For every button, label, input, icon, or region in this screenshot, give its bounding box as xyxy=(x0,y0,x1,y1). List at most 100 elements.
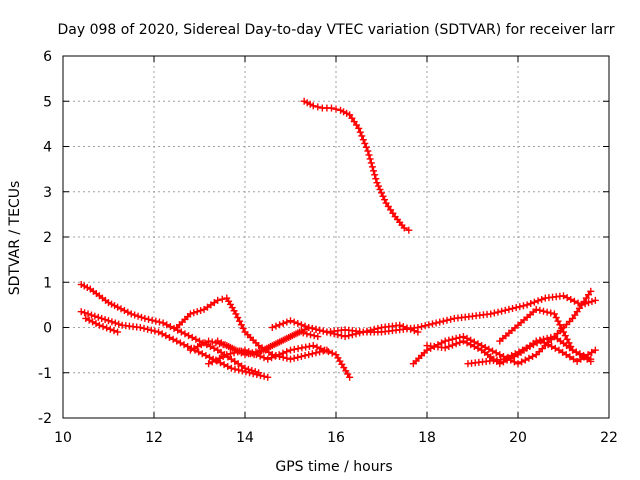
data-point-marker xyxy=(355,124,363,132)
data-point-marker xyxy=(276,321,284,329)
data-point-marker xyxy=(447,315,455,323)
data-point-marker xyxy=(539,335,547,343)
data-point-marker xyxy=(201,339,209,347)
data-point-marker xyxy=(226,350,234,358)
data-point-marker xyxy=(337,332,345,340)
data-point-marker xyxy=(499,358,507,366)
data-point-marker xyxy=(530,298,538,306)
data-point-marker xyxy=(555,346,563,354)
data-point-marker xyxy=(235,366,243,374)
data-point-marker xyxy=(314,103,322,111)
data-point-marker xyxy=(573,357,581,365)
data-point-marker xyxy=(137,313,145,321)
data-point-marker xyxy=(268,324,276,331)
data-point-marker xyxy=(192,335,200,343)
data-point-marker xyxy=(84,310,92,318)
data-point-marker xyxy=(346,373,354,381)
data-point-marker xyxy=(114,328,122,336)
data-point-marker xyxy=(490,309,498,317)
series-arc-1 xyxy=(300,97,413,234)
data-point-marker xyxy=(341,333,349,341)
data-point-marker xyxy=(202,352,210,360)
data-point-marker xyxy=(560,292,567,300)
data-point-marker xyxy=(572,348,580,356)
data-point-marker xyxy=(587,287,595,295)
data-layer xyxy=(77,97,599,381)
data-point-marker xyxy=(363,327,371,335)
data-point-marker xyxy=(98,314,106,322)
data-point-marker xyxy=(194,343,202,351)
data-point-marker xyxy=(323,328,331,336)
data-point-marker xyxy=(374,324,382,332)
data-point-marker xyxy=(418,323,426,331)
data-point-marker xyxy=(452,340,460,348)
data-point-marker xyxy=(169,335,177,343)
data-point-marker xyxy=(310,332,318,340)
data-point-marker xyxy=(246,350,254,358)
data-point-marker xyxy=(358,132,366,140)
data-point-marker xyxy=(225,343,233,351)
data-point-marker xyxy=(414,328,422,336)
data-point-marker xyxy=(208,338,216,346)
series-arc-9 xyxy=(214,321,422,359)
data-point-marker xyxy=(496,360,504,368)
data-point-marker xyxy=(290,345,298,353)
data-point-marker xyxy=(532,305,540,313)
data-point-marker xyxy=(265,343,273,351)
data-point-marker xyxy=(223,351,231,359)
data-point-marker xyxy=(356,329,364,337)
data-point-marker xyxy=(399,323,407,331)
data-point-marker xyxy=(370,325,378,333)
data-point-marker xyxy=(210,344,218,352)
data-point-marker xyxy=(543,308,551,316)
data-point-marker xyxy=(186,346,194,354)
data-point-marker xyxy=(287,346,294,354)
data-point-marker xyxy=(512,304,520,312)
data-point-marker xyxy=(145,315,153,323)
data-point-marker xyxy=(303,330,311,338)
data-point-marker xyxy=(185,332,193,340)
data-point-marker xyxy=(558,324,566,332)
data-point-marker xyxy=(236,347,244,355)
data-point-marker xyxy=(305,351,313,359)
data-point-marker xyxy=(544,341,552,349)
data-point-marker xyxy=(403,324,411,332)
data-point-marker xyxy=(536,336,544,344)
data-point-marker xyxy=(184,343,192,351)
data-point-marker xyxy=(190,309,198,317)
data-point-marker xyxy=(441,344,449,352)
data-point-marker xyxy=(536,306,544,314)
data-point-marker xyxy=(588,297,596,305)
data-point-marker xyxy=(552,314,560,322)
data-point-marker xyxy=(361,139,369,147)
data-point-marker xyxy=(238,367,246,375)
data-point-marker xyxy=(80,282,88,290)
data-point-marker xyxy=(249,370,257,378)
data-point-marker xyxy=(283,354,291,362)
data-point-marker xyxy=(234,314,242,322)
data-point-marker xyxy=(301,325,309,333)
data-point-marker xyxy=(547,333,555,341)
data-point-marker xyxy=(591,296,599,304)
data-point-marker xyxy=(87,311,95,319)
data-point-marker xyxy=(108,318,116,326)
data-point-marker xyxy=(474,344,482,352)
data-point-marker xyxy=(563,294,571,302)
data-point-marker xyxy=(279,336,287,344)
data-point-marker xyxy=(348,331,356,339)
data-point-marker xyxy=(563,335,571,343)
data-point-marker xyxy=(379,192,387,200)
x-tick-label: 22 xyxy=(600,430,618,446)
data-point-marker xyxy=(312,349,320,357)
data-point-marker xyxy=(518,358,526,366)
data-point-marker xyxy=(309,102,317,110)
data-point-marker xyxy=(283,318,291,326)
data-point-marker xyxy=(367,159,375,167)
data-point-marker xyxy=(560,328,567,336)
data-point-marker xyxy=(352,330,360,338)
data-point-marker xyxy=(567,295,575,303)
data-point-marker xyxy=(290,331,298,339)
y-tick-label: 1 xyxy=(43,275,52,291)
y-tick-label: 4 xyxy=(43,140,52,156)
data-point-marker xyxy=(268,354,276,362)
